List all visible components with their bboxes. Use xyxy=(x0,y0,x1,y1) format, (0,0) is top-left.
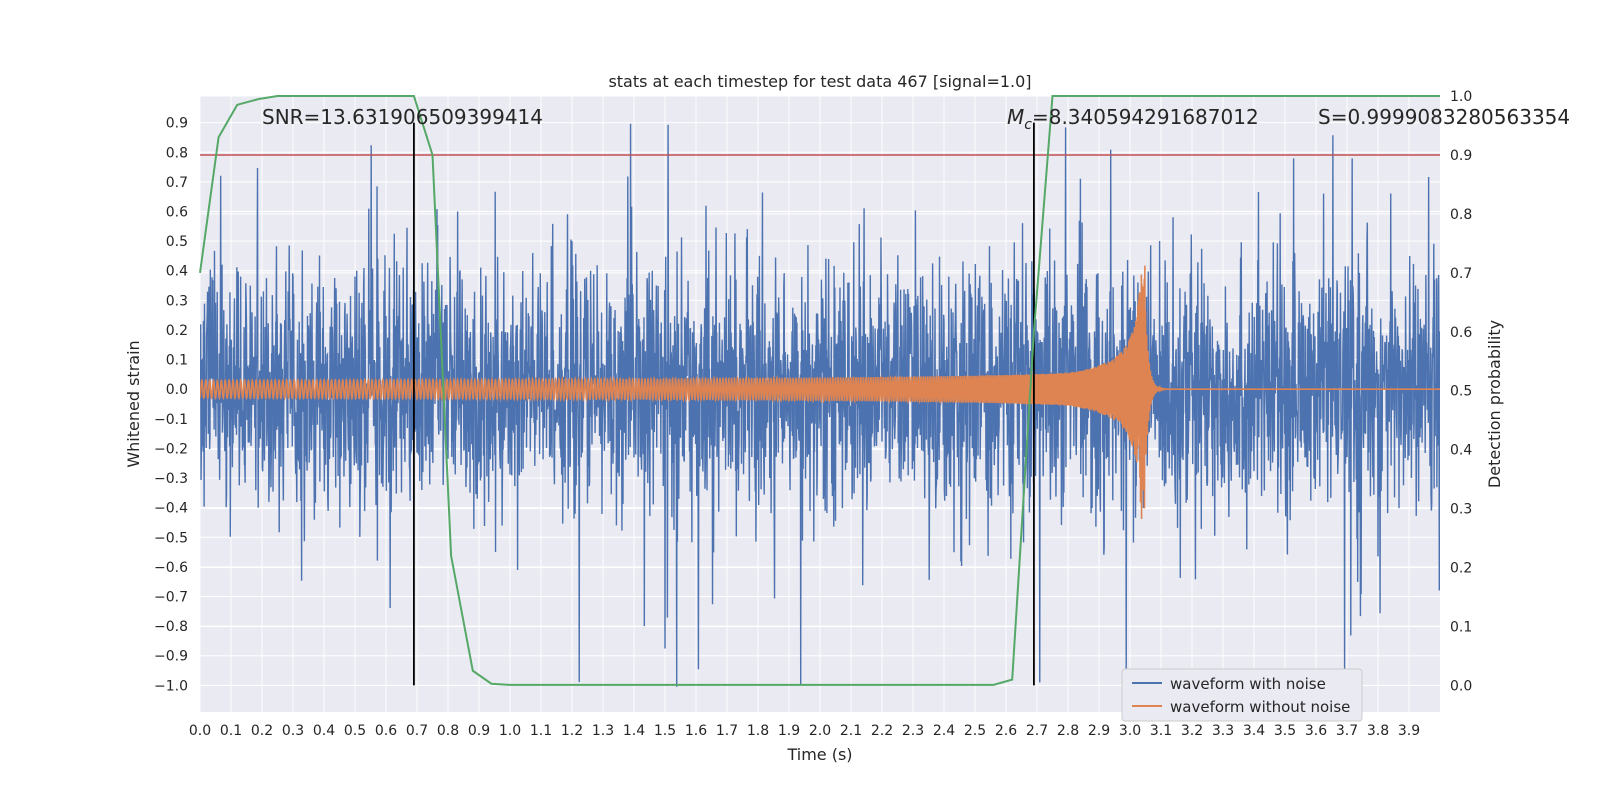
y-tick-label-left: −0.4 xyxy=(154,501,188,517)
x-tick-label: 0.6 xyxy=(375,723,397,739)
probability-line-group xyxy=(199,95,1440,686)
y-tick-label-right: 0.7 xyxy=(1450,266,1472,282)
x-tick-label: 3.4 xyxy=(1243,723,1265,739)
x-tick-label: 3.3 xyxy=(1212,723,1234,739)
x-tick-label: 2.0 xyxy=(809,723,831,739)
chirp-mass-subscript: c xyxy=(1024,117,1032,133)
x-tick-label: 0.7 xyxy=(406,723,428,739)
y-tick-label-left: 0.5 xyxy=(166,234,188,250)
x-tick-label: 2.3 xyxy=(902,723,924,739)
y-tick-label-right: 0.8 xyxy=(1450,207,1472,223)
x-axis-ticks: 0.0 0.1 0.2 0.3 0.4 0.5 0.6 0.7 0.8 0.9 1.0 1.1 1.2 1… xyxy=(189,723,1420,739)
y-tick-label-left: 0.8 xyxy=(166,145,188,161)
y-tick-label-left: 0.1 xyxy=(166,353,188,369)
x-tick-label: 2.4 xyxy=(933,723,955,739)
y-axis-right-label: Detection probability xyxy=(1485,320,1504,488)
x-tick-label: 2.7 xyxy=(1026,723,1048,739)
y-tick-label-left: 0.0 xyxy=(166,382,188,398)
y-tick-label-left: −0.8 xyxy=(154,619,188,635)
y-tick-label-right: 0.9 xyxy=(1450,148,1472,164)
x-tick-label: 2.1 xyxy=(840,723,862,739)
right-axis-ticks: 1.0 0.9 0.8 0.7 0.6 0.5 0.4 0.3 0.2 0.1 0.0 xyxy=(1450,89,1472,694)
x-tick-label: 2.6 xyxy=(995,723,1017,739)
y-tick-label-left: −0.2 xyxy=(154,441,188,457)
x-tick-label: 1.9 xyxy=(778,723,800,739)
x-tick-label: 0.2 xyxy=(251,723,273,739)
legend-label-clean: waveform without noise xyxy=(1170,698,1350,716)
y-tick-label-left: 0.7 xyxy=(166,175,188,191)
x-tick-label: 2.9 xyxy=(1088,723,1110,739)
chirp-mass-annotation: Mc=8.340594291687012 xyxy=(1007,105,1259,133)
x-tick-label: 2.8 xyxy=(1057,723,1079,739)
x-tick-label: 0.5 xyxy=(344,723,366,739)
x-tick-label: 1.3 xyxy=(592,723,614,739)
y-tick-label-left: 0.9 xyxy=(166,116,188,132)
x-tick-label: 0.3 xyxy=(282,723,304,739)
left-axis-ticks: 0.9 0.8 0.7 0.6 0.5 0.4 0.3 0.2 0.1 0.0 −0.1 −0.2 −0… xyxy=(154,116,188,695)
series-line-clean xyxy=(200,265,1440,519)
chirp-mass-symbol: M xyxy=(1007,105,1024,129)
x-tick-label: 1.1 xyxy=(530,723,552,739)
x-tick-label: 3.2 xyxy=(1181,723,1203,739)
x-tick-label: 2.5 xyxy=(964,723,986,739)
y-tick-label-right: 0.2 xyxy=(1450,561,1472,577)
x-tick-label: 1.5 xyxy=(654,723,676,739)
x-tick-label: 3.9 xyxy=(1398,723,1420,739)
y-tick-label-left: 0.3 xyxy=(166,293,188,309)
plot-marks xyxy=(200,123,1440,687)
x-axis-label: Time (s) xyxy=(786,745,852,764)
x-tick-label: 1.0 xyxy=(499,723,521,739)
y-tick-label-right: 0.0 xyxy=(1450,678,1472,694)
y-tick-label-left: 0.4 xyxy=(166,264,188,280)
x-tick-label: 0.1 xyxy=(220,723,242,739)
x-tick-label: 1.6 xyxy=(685,723,707,739)
y-tick-label-right: 0.6 xyxy=(1450,325,1472,341)
y-axis-left-label: Whitened strain xyxy=(124,340,143,467)
y-tick-label-left: −0.9 xyxy=(154,649,188,665)
x-tick-label: 2.2 xyxy=(871,723,893,739)
x-tick-label: 3.5 xyxy=(1274,723,1296,739)
x-tick-label: 1.8 xyxy=(747,723,769,739)
x-tick-label: 3.8 xyxy=(1367,723,1389,739)
series-line-probability xyxy=(199,95,1440,686)
x-tick-label: 3.7 xyxy=(1336,723,1358,739)
y-tick-label-left: 0.6 xyxy=(166,205,188,221)
x-tick-label: 0.0 xyxy=(189,723,211,739)
legend-label-noisy: waveform with noise xyxy=(1170,675,1326,693)
chirp-mass-value: =8.340594291687012 xyxy=(1032,105,1259,129)
spin-annotation: S=0.9999083280563354 xyxy=(1318,105,1570,129)
snr-annotation: SNR=13.631906509399414 xyxy=(262,105,543,129)
x-tick-label: 3.1 xyxy=(1150,723,1172,739)
x-tick-label: 0.9 xyxy=(468,723,490,739)
y-tick-label-left: 0.2 xyxy=(166,323,188,339)
y-tick-label-left: −0.3 xyxy=(154,471,188,487)
x-tick-label: 1.4 xyxy=(623,723,645,739)
y-tick-label-right: 0.1 xyxy=(1450,620,1472,636)
y-tick-label-left: −0.1 xyxy=(154,412,188,428)
y-tick-label-right: 0.3 xyxy=(1450,502,1472,518)
y-tick-label-left: −0.5 xyxy=(154,530,188,546)
x-tick-label: 1.2 xyxy=(561,723,583,739)
series-line-noisy xyxy=(200,123,1440,687)
y-tick-label-left: −0.6 xyxy=(154,560,188,576)
y-tick-label-right: 0.4 xyxy=(1450,443,1472,459)
x-tick-label: 1.7 xyxy=(716,723,738,739)
x-tick-label: 3.0 xyxy=(1119,723,1141,739)
chart-title: stats at each timestep for test data 467… xyxy=(608,72,1031,91)
legend: waveform with noise waveform without noi… xyxy=(1121,668,1363,722)
y-tick-label-left: −1.0 xyxy=(154,678,188,694)
y-tick-label-left: −0.7 xyxy=(154,590,188,606)
x-tick-label: 0.8 xyxy=(437,723,459,739)
y-tick-label-right: 1.0 xyxy=(1450,89,1472,105)
x-tick-label: 3.6 xyxy=(1305,723,1327,739)
vertical-markers xyxy=(412,122,1035,686)
y-tick-label-right: 0.5 xyxy=(1450,384,1472,400)
x-tick-label: 0.4 xyxy=(313,723,335,739)
legend-box xyxy=(1121,668,1363,722)
